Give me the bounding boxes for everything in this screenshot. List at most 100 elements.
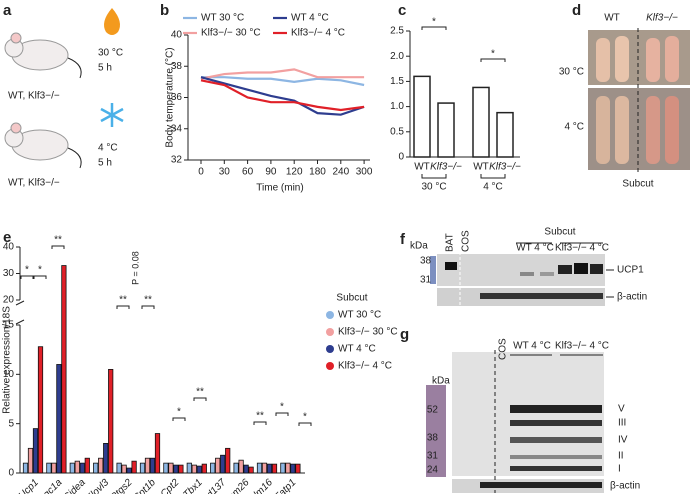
x-tick-label: Pgc1a bbox=[37, 477, 65, 494]
label: WT 4 °C bbox=[513, 341, 551, 352]
bar bbox=[103, 442, 109, 474]
bar bbox=[256, 462, 263, 474]
bracket bbox=[480, 58, 506, 62]
bar bbox=[496, 111, 514, 158]
bar bbox=[22, 462, 29, 474]
bar bbox=[79, 462, 85, 474]
bracket bbox=[421, 174, 447, 179]
bar bbox=[215, 457, 221, 474]
bar bbox=[108, 368, 114, 474]
bar bbox=[98, 457, 104, 474]
bracket bbox=[298, 422, 312, 426]
legend-label: WT 4 °C bbox=[291, 13, 329, 24]
annotation: ** bbox=[144, 295, 152, 306]
x-tick-label: 120 bbox=[286, 167, 303, 178]
panel-letter: e bbox=[3, 229, 11, 246]
y-tick-label: 0 bbox=[8, 468, 14, 479]
label: V bbox=[618, 404, 625, 415]
bar bbox=[290, 463, 296, 474]
x-axis-label: Time (min) bbox=[256, 183, 303, 194]
bar bbox=[131, 460, 137, 474]
x-tick-label: Ucp1 bbox=[17, 477, 41, 494]
bar bbox=[472, 86, 490, 158]
label: BAT bbox=[445, 233, 456, 252]
bar bbox=[154, 433, 161, 474]
series-line bbox=[201, 76, 365, 87]
panel-letter: d bbox=[572, 2, 581, 19]
x-tick-label: 30 bbox=[219, 167, 231, 178]
series-line bbox=[200, 68, 365, 80]
label: kDa bbox=[410, 241, 428, 252]
label: β-actin bbox=[617, 292, 647, 303]
y-tick-label: 15 bbox=[3, 320, 15, 331]
label: WT 4 °C bbox=[516, 243, 554, 254]
annotation: ** bbox=[54, 235, 62, 246]
bracket bbox=[193, 397, 207, 401]
bar bbox=[178, 464, 184, 474]
label: Klf3−/− bbox=[646, 13, 678, 24]
annotation: * bbox=[303, 412, 307, 423]
legend-label: Klf3−/− 4 °C bbox=[338, 361, 392, 372]
label: 30 °C bbox=[559, 67, 584, 78]
legend-label: Klf3−/− 4 °C bbox=[291, 28, 345, 39]
bar bbox=[233, 462, 239, 474]
label: 52 bbox=[427, 405, 439, 416]
label: 38 bbox=[420, 256, 432, 267]
label: kDa bbox=[432, 376, 450, 387]
x-tick-label: Cpt1b bbox=[131, 477, 158, 494]
legend-label: WT 30 °C bbox=[338, 310, 381, 321]
annotation: ** bbox=[119, 295, 127, 306]
bar bbox=[149, 457, 156, 474]
bar bbox=[93, 462, 99, 474]
mouse-warm bbox=[4, 8, 120, 79]
y-tick-label: 2.5 bbox=[390, 26, 404, 37]
bracket bbox=[33, 275, 47, 279]
bar bbox=[280, 462, 286, 474]
legend-title: Subcut bbox=[336, 293, 367, 304]
x-tick-label: Fatp1 bbox=[273, 477, 299, 494]
x-tick-label: 240 bbox=[332, 167, 349, 178]
bar bbox=[238, 459, 244, 474]
x-tick-label: Cidea bbox=[62, 477, 89, 494]
annotation: * bbox=[280, 402, 284, 413]
label: I bbox=[618, 464, 621, 475]
group-label: 30 °C bbox=[421, 182, 446, 193]
x-tick-label: Klf3−/− bbox=[489, 162, 521, 173]
bar bbox=[116, 462, 122, 474]
series-line bbox=[200, 76, 365, 116]
label: 31 bbox=[427, 451, 439, 462]
bracket bbox=[141, 305, 155, 309]
panel-letter: g bbox=[400, 326, 409, 343]
bracket bbox=[51, 245, 65, 249]
label: 5 h bbox=[98, 158, 112, 169]
bar bbox=[261, 462, 268, 474]
bar bbox=[295, 463, 301, 474]
bar bbox=[168, 462, 174, 474]
y-tick-label: 20 bbox=[3, 295, 15, 306]
legend-swatch bbox=[326, 345, 334, 353]
panel-letter: f bbox=[400, 231, 406, 248]
y-tick-label: 0 bbox=[398, 152, 404, 163]
y-tick-label: 34 bbox=[171, 123, 183, 134]
y-tick-label: 0.5 bbox=[390, 126, 404, 137]
y-tick-label: 36 bbox=[171, 92, 183, 103]
bar bbox=[196, 465, 202, 474]
legend-swatch bbox=[326, 311, 334, 319]
x-tick-label: Klf3−/− bbox=[430, 162, 462, 173]
bar bbox=[32, 428, 39, 474]
y-tick-label: 2.0 bbox=[390, 51, 404, 62]
western-blot bbox=[426, 350, 604, 493]
legend-label: WT 4 °C bbox=[338, 344, 376, 355]
bar bbox=[248, 466, 254, 474]
y-tick-label: 30 bbox=[3, 268, 15, 279]
bracket bbox=[172, 417, 186, 421]
bar bbox=[271, 463, 278, 474]
bar bbox=[413, 75, 431, 158]
bracket bbox=[20, 275, 34, 279]
legend-label: Klf3−/− 30 °C bbox=[201, 28, 261, 39]
label: 4 °C bbox=[564, 122, 584, 133]
annotation: * bbox=[177, 407, 181, 418]
bar bbox=[139, 462, 146, 474]
group-label: 4 °C bbox=[483, 182, 503, 193]
legend-swatch bbox=[326, 328, 334, 336]
